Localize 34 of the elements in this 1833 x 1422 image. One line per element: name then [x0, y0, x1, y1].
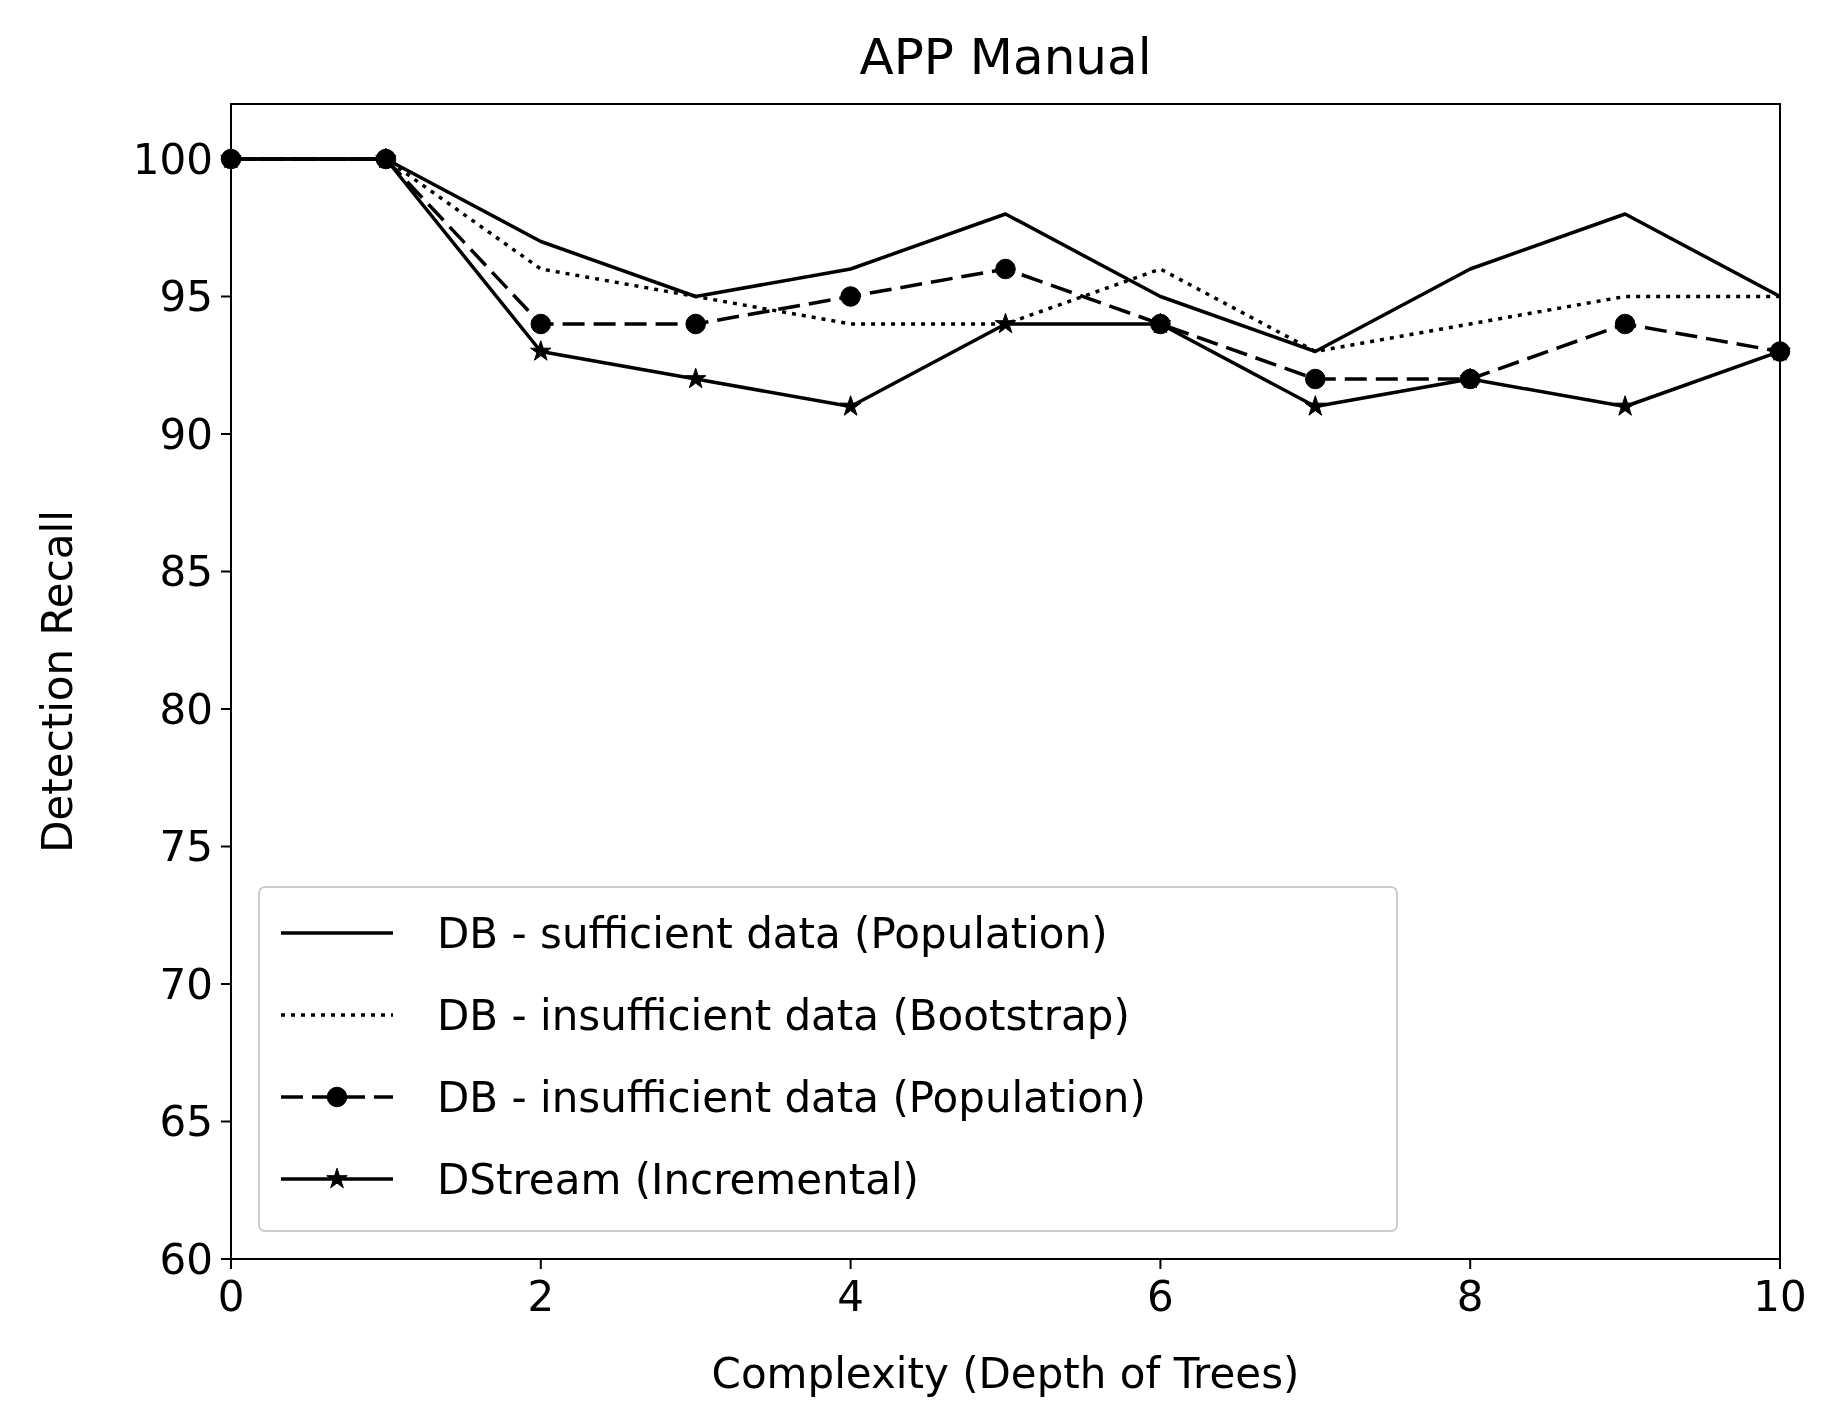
- x-tick-label: 0: [217, 1272, 245, 1321]
- point: [1305, 368, 1326, 390]
- chart-title: APP Manual: [859, 28, 1152, 86]
- y-tick-label: 95: [159, 272, 213, 322]
- x-tick-label: 10: [1753, 1272, 1807, 1321]
- legend-label: DB - sufficient data (Population): [437, 908, 1108, 958]
- y-tick-label: 70: [159, 959, 213, 1009]
- y-tick-label: 80: [159, 684, 213, 734]
- y-tick-label: 100: [132, 134, 213, 184]
- x-tick-label: 6: [1147, 1272, 1174, 1321]
- point: [1614, 313, 1636, 335]
- y-tick-label: 75: [159, 822, 213, 872]
- point: [994, 312, 1017, 334]
- point: [530, 313, 552, 335]
- y-tick-label: 65: [159, 1097, 213, 1147]
- point: [685, 313, 706, 335]
- point: [840, 286, 861, 307]
- legend-label: DB - insufficient data (Bootstrap): [437, 990, 1130, 1040]
- x-axis-title: Complexity (Depth of Trees): [711, 1349, 1300, 1398]
- point: [530, 340, 552, 361]
- point: [1304, 395, 1327, 416]
- y-axis-title: Detection Recall: [33, 510, 82, 853]
- point: [839, 395, 862, 416]
- y-tick-label: 90: [159, 409, 213, 459]
- legend-label: DB - insufficient data (Population): [437, 1072, 1146, 1122]
- y-tick-label: 60: [159, 1234, 213, 1284]
- point: [684, 367, 707, 389]
- point: [995, 258, 1016, 280]
- point: [1614, 395, 1636, 416]
- x-tick-label: 4: [837, 1272, 864, 1321]
- x-tick-label: 2: [527, 1272, 555, 1321]
- y-tick-label: 85: [159, 547, 213, 597]
- legend-label: DStream (Incremental): [437, 1154, 919, 1204]
- x-tick-label: 8: [1456, 1272, 1484, 1321]
